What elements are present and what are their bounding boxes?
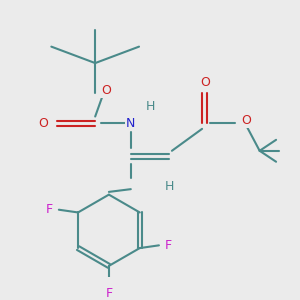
Text: O: O — [38, 117, 48, 130]
Text: H: H — [164, 180, 174, 193]
Text: N: N — [126, 117, 136, 130]
Text: F: F — [105, 287, 112, 300]
Text: F: F — [165, 239, 172, 252]
Text: O: O — [101, 84, 111, 97]
Text: O: O — [241, 114, 251, 127]
Text: O: O — [200, 76, 210, 89]
Text: F: F — [46, 203, 53, 216]
Text: H: H — [145, 100, 155, 113]
